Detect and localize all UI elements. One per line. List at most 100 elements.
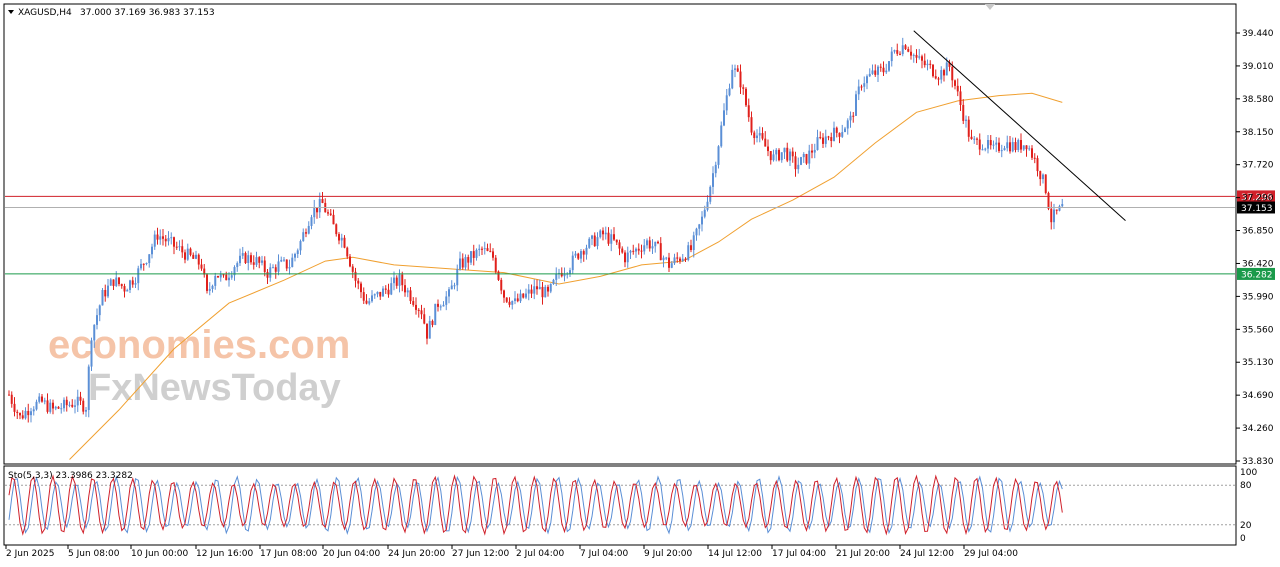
- candle-body: [651, 246, 654, 249]
- current-price-price-tag: [1237, 201, 1275, 214]
- candle-body: [258, 257, 261, 263]
- candle-body: [318, 199, 321, 213]
- candle-body: [398, 274, 401, 286]
- candle-body: [899, 53, 901, 55]
- stochastic-tick-label: 100: [1240, 468, 1257, 478]
- candle-body: [811, 150, 813, 153]
- candle-body: [794, 156, 797, 170]
- candle-body: [360, 283, 362, 293]
- candle-body: [530, 289, 533, 294]
- candle-body: [624, 252, 626, 263]
- candle-body: [514, 298, 516, 302]
- candle-body: [335, 224, 338, 235]
- candle-body: [211, 285, 214, 289]
- candle-body: [387, 289, 390, 295]
- candle-body: [481, 248, 483, 250]
- candle-body: [437, 303, 439, 307]
- candle-body: [734, 68, 736, 70]
- candle-body: [123, 286, 126, 292]
- candle-body: [461, 258, 464, 268]
- candle-body: [978, 139, 981, 150]
- candle-body: [1033, 157, 1036, 159]
- candle-body: [637, 248, 640, 251]
- stochastic-signal-line: [8, 475, 1063, 535]
- candle-body: [706, 201, 709, 210]
- support-price-label: 36.282: [1241, 270, 1273, 280]
- candle-body: [981, 149, 984, 151]
- candle-body: [635, 248, 637, 252]
- candle-body: [591, 235, 593, 239]
- candle-body: [921, 56, 923, 61]
- candle-body: [354, 271, 357, 281]
- candle-body: [228, 277, 230, 281]
- candle-body: [225, 274, 228, 281]
- candle-body: [643, 245, 646, 252]
- dropdown-triangle-icon[interactable]: [8, 10, 14, 14]
- candle-body: [962, 104, 965, 121]
- price-tick-label: 36.420: [1242, 259, 1274, 269]
- time-tick-label: 17 Jun 08:00: [260, 549, 317, 559]
- candle-body: [577, 253, 580, 259]
- candle-body: [1050, 208, 1053, 223]
- candle-body: [307, 225, 310, 234]
- candle-body: [536, 286, 538, 290]
- candle-body: [607, 232, 610, 244]
- candle-body: [19, 413, 21, 416]
- candle-body: [32, 409, 35, 412]
- candle-body: [948, 62, 951, 67]
- candle-body: [192, 254, 195, 259]
- candle-body: [670, 263, 673, 268]
- candle-body: [167, 238, 170, 242]
- candle-body: [368, 301, 371, 304]
- candle-body: [780, 152, 783, 161]
- candle-body: [1022, 145, 1025, 150]
- candle-body: [1014, 142, 1017, 150]
- price-tick-label: 38.580: [1242, 95, 1274, 105]
- candle-body: [63, 399, 65, 409]
- candle-body: [846, 120, 849, 129]
- stochastic-tick-label: 0: [1240, 534, 1246, 544]
- price-tick-label: 35.130: [1242, 358, 1274, 368]
- candle-body: [85, 409, 87, 412]
- candle-body: [274, 267, 277, 272]
- candle-body: [489, 250, 492, 252]
- candle-body: [434, 303, 437, 325]
- stochastic-label: Sto(5,3,3) 23.3986 23.3282: [8, 471, 133, 481]
- current-price-price-label: 37.153: [1241, 204, 1273, 214]
- candle-body: [236, 263, 239, 268]
- candle-body: [486, 248, 489, 251]
- candle-body: [992, 144, 995, 146]
- candle-body: [302, 232, 305, 242]
- price-tick-label: 36.850: [1242, 227, 1274, 237]
- candle-body: [816, 137, 819, 150]
- candle-body: [824, 136, 827, 144]
- candle-body: [68, 404, 71, 406]
- candle-body: [973, 138, 976, 140]
- candle-body: [910, 51, 912, 56]
- candle-body: [206, 274, 208, 291]
- trendline[interactable]: [913, 30, 1126, 222]
- candle-body: [918, 56, 921, 58]
- price-tick-label: 34.260: [1242, 424, 1274, 434]
- candle-body: [747, 105, 750, 118]
- candle-body: [104, 290, 107, 297]
- candle-body: [802, 154, 805, 158]
- candle-body: [1017, 140, 1020, 150]
- candle-body: [742, 87, 745, 89]
- candle-body: [233, 267, 236, 276]
- candle-body: [857, 86, 860, 95]
- candle-body: [984, 148, 987, 150]
- candle-body: [316, 207, 318, 213]
- candle-body: [321, 199, 324, 203]
- candle-body: [305, 232, 307, 234]
- candle-body: [472, 251, 475, 258]
- scroll-marker-icon[interactable]: [985, 4, 995, 10]
- candle-body: [483, 248, 486, 250]
- candle-body: [1031, 148, 1033, 158]
- candle-body: [214, 275, 217, 286]
- candle-body: [393, 277, 395, 284]
- candle-body: [475, 249, 478, 258]
- candle-body: [819, 137, 822, 139]
- candle-body: [714, 164, 717, 174]
- candle-body: [261, 260, 263, 263]
